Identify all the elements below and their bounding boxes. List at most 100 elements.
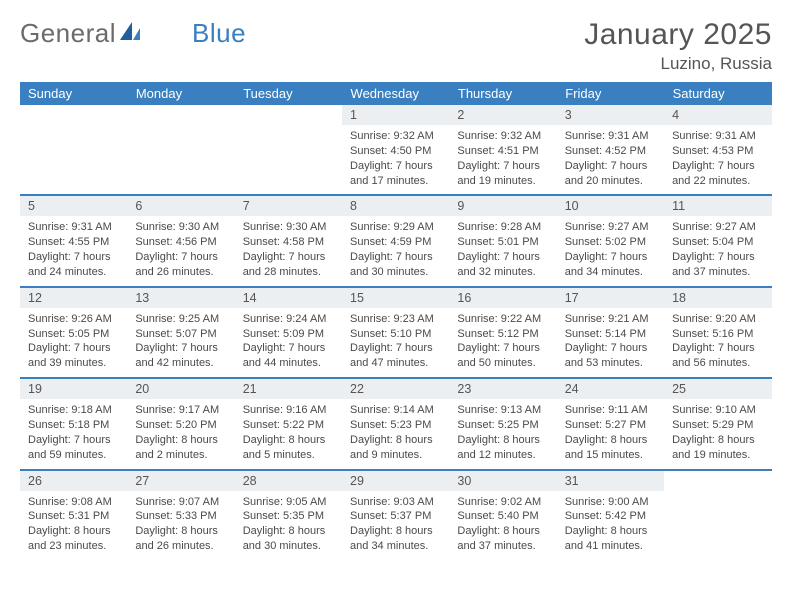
calendar-cell: 27Sunrise: 9:07 AMSunset: 5:33 PMDayligh… (127, 470, 234, 560)
header-row: General Blue January 2025 Luzino, Russia (20, 18, 772, 74)
brand-part1: General (20, 18, 116, 49)
calendar-cell (20, 105, 127, 195)
calendar-cell: 3Sunrise: 9:31 AMSunset: 4:52 PMDaylight… (557, 105, 664, 195)
calendar-cell: 20Sunrise: 9:17 AMSunset: 5:20 PMDayligh… (127, 378, 234, 469)
calendar-cell: 28Sunrise: 9:05 AMSunset: 5:35 PMDayligh… (235, 470, 342, 560)
day-details: Sunrise: 9:20 AMSunset: 5:16 PMDaylight:… (664, 308, 771, 377)
day-details: Sunrise: 9:11 AMSunset: 5:27 PMDaylight:… (557, 399, 664, 468)
calendar-cell: 16Sunrise: 9:22 AMSunset: 5:12 PMDayligh… (449, 287, 556, 378)
calendar-cell: 18Sunrise: 9:20 AMSunset: 5:16 PMDayligh… (664, 287, 771, 378)
day-number: 7 (235, 196, 342, 216)
calendar-cell: 19Sunrise: 9:18 AMSunset: 5:18 PMDayligh… (20, 378, 127, 469)
day-number: 19 (20, 379, 127, 399)
day-number: 20 (127, 379, 234, 399)
day-number: 22 (342, 379, 449, 399)
logo-sail-icon (118, 20, 144, 42)
day-number: 25 (664, 379, 771, 399)
calendar-body: 1Sunrise: 9:32 AMSunset: 4:50 PMDaylight… (20, 105, 772, 560)
day-number: 30 (449, 471, 556, 491)
day-details: Sunrise: 9:08 AMSunset: 5:31 PMDaylight:… (20, 491, 127, 560)
calendar-cell: 21Sunrise: 9:16 AMSunset: 5:22 PMDayligh… (235, 378, 342, 469)
day-details: Sunrise: 9:21 AMSunset: 5:14 PMDaylight:… (557, 308, 664, 377)
day-details: Sunrise: 9:02 AMSunset: 5:40 PMDaylight:… (449, 491, 556, 560)
calendar-cell: 31Sunrise: 9:00 AMSunset: 5:42 PMDayligh… (557, 470, 664, 560)
day-number: 14 (235, 288, 342, 308)
weekday-header: Sunday (20, 82, 127, 105)
day-number: 4 (664, 105, 771, 125)
day-number: 31 (557, 471, 664, 491)
day-details: Sunrise: 9:31 AMSunset: 4:53 PMDaylight:… (664, 125, 771, 194)
calendar-cell (127, 105, 234, 195)
calendar-cell: 6Sunrise: 9:30 AMSunset: 4:56 PMDaylight… (127, 195, 234, 286)
day-details: Sunrise: 9:00 AMSunset: 5:42 PMDaylight:… (557, 491, 664, 560)
calendar-cell: 24Sunrise: 9:11 AMSunset: 5:27 PMDayligh… (557, 378, 664, 469)
day-number: 24 (557, 379, 664, 399)
calendar-cell: 15Sunrise: 9:23 AMSunset: 5:10 PMDayligh… (342, 287, 449, 378)
day-details: Sunrise: 9:16 AMSunset: 5:22 PMDaylight:… (235, 399, 342, 468)
calendar-cell: 26Sunrise: 9:08 AMSunset: 5:31 PMDayligh… (20, 470, 127, 560)
day-details: Sunrise: 9:18 AMSunset: 5:18 PMDaylight:… (20, 399, 127, 468)
day-number: 26 (20, 471, 127, 491)
calendar-cell: 2Sunrise: 9:32 AMSunset: 4:51 PMDaylight… (449, 105, 556, 195)
day-number: 8 (342, 196, 449, 216)
day-details: Sunrise: 9:22 AMSunset: 5:12 PMDaylight:… (449, 308, 556, 377)
day-details: Sunrise: 9:30 AMSunset: 4:56 PMDaylight:… (127, 216, 234, 285)
day-details: Sunrise: 9:31 AMSunset: 4:55 PMDaylight:… (20, 216, 127, 285)
day-number: 15 (342, 288, 449, 308)
calendar-week-row: 1Sunrise: 9:32 AMSunset: 4:50 PMDaylight… (20, 105, 772, 195)
day-details: Sunrise: 9:31 AMSunset: 4:52 PMDaylight:… (557, 125, 664, 194)
day-details: Sunrise: 9:03 AMSunset: 5:37 PMDaylight:… (342, 491, 449, 560)
day-details: Sunrise: 9:17 AMSunset: 5:20 PMDaylight:… (127, 399, 234, 468)
calendar-week-row: 19Sunrise: 9:18 AMSunset: 5:18 PMDayligh… (20, 378, 772, 469)
day-details: Sunrise: 9:29 AMSunset: 4:59 PMDaylight:… (342, 216, 449, 285)
day-details: Sunrise: 9:24 AMSunset: 5:09 PMDaylight:… (235, 308, 342, 377)
weekday-header: Saturday (664, 82, 771, 105)
calendar-cell: 30Sunrise: 9:02 AMSunset: 5:40 PMDayligh… (449, 470, 556, 560)
day-number: 1 (342, 105, 449, 125)
day-number: 27 (127, 471, 234, 491)
calendar-cell: 8Sunrise: 9:29 AMSunset: 4:59 PMDaylight… (342, 195, 449, 286)
calendar-week-row: 26Sunrise: 9:08 AMSunset: 5:31 PMDayligh… (20, 470, 772, 560)
calendar-cell: 7Sunrise: 9:30 AMSunset: 4:58 PMDaylight… (235, 195, 342, 286)
calendar-cell: 22Sunrise: 9:14 AMSunset: 5:23 PMDayligh… (342, 378, 449, 469)
day-details: Sunrise: 9:13 AMSunset: 5:25 PMDaylight:… (449, 399, 556, 468)
day-number: 29 (342, 471, 449, 491)
weekday-header-row: SundayMondayTuesdayWednesdayThursdayFrid… (20, 82, 772, 105)
day-details: Sunrise: 9:28 AMSunset: 5:01 PMDaylight:… (449, 216, 556, 285)
day-details: Sunrise: 9:14 AMSunset: 5:23 PMDaylight:… (342, 399, 449, 468)
day-details: Sunrise: 9:30 AMSunset: 4:58 PMDaylight:… (235, 216, 342, 285)
day-details: Sunrise: 9:27 AMSunset: 5:02 PMDaylight:… (557, 216, 664, 285)
calendar-week-row: 12Sunrise: 9:26 AMSunset: 5:05 PMDayligh… (20, 287, 772, 378)
day-details: Sunrise: 9:26 AMSunset: 5:05 PMDaylight:… (20, 308, 127, 377)
day-number: 10 (557, 196, 664, 216)
calendar-table: SundayMondayTuesdayWednesdayThursdayFrid… (20, 82, 772, 560)
calendar-cell: 4Sunrise: 9:31 AMSunset: 4:53 PMDaylight… (664, 105, 771, 195)
day-number: 12 (20, 288, 127, 308)
calendar-cell (235, 105, 342, 195)
calendar-cell: 1Sunrise: 9:32 AMSunset: 4:50 PMDaylight… (342, 105, 449, 195)
day-details: Sunrise: 9:32 AMSunset: 4:50 PMDaylight:… (342, 125, 449, 194)
day-number: 23 (449, 379, 556, 399)
calendar-week-row: 5Sunrise: 9:31 AMSunset: 4:55 PMDaylight… (20, 195, 772, 286)
calendar-cell: 17Sunrise: 9:21 AMSunset: 5:14 PMDayligh… (557, 287, 664, 378)
day-number: 2 (449, 105, 556, 125)
calendar-cell (664, 470, 771, 560)
day-number: 3 (557, 105, 664, 125)
calendar-cell: 23Sunrise: 9:13 AMSunset: 5:25 PMDayligh… (449, 378, 556, 469)
brand-logo: General Blue (20, 18, 246, 49)
weekday-header: Tuesday (235, 82, 342, 105)
day-details: Sunrise: 9:23 AMSunset: 5:10 PMDaylight:… (342, 308, 449, 377)
day-number: 21 (235, 379, 342, 399)
day-details: Sunrise: 9:25 AMSunset: 5:07 PMDaylight:… (127, 308, 234, 377)
calendar-cell: 10Sunrise: 9:27 AMSunset: 5:02 PMDayligh… (557, 195, 664, 286)
day-number: 17 (557, 288, 664, 308)
calendar-cell: 14Sunrise: 9:24 AMSunset: 5:09 PMDayligh… (235, 287, 342, 378)
title-block: January 2025 Luzino, Russia (584, 18, 772, 74)
day-details: Sunrise: 9:05 AMSunset: 5:35 PMDaylight:… (235, 491, 342, 560)
calendar-cell: 29Sunrise: 9:03 AMSunset: 5:37 PMDayligh… (342, 470, 449, 560)
weekday-header: Monday (127, 82, 234, 105)
day-details: Sunrise: 9:10 AMSunset: 5:29 PMDaylight:… (664, 399, 771, 468)
calendar-cell: 9Sunrise: 9:28 AMSunset: 5:01 PMDaylight… (449, 195, 556, 286)
weekday-header: Wednesday (342, 82, 449, 105)
calendar-cell: 13Sunrise: 9:25 AMSunset: 5:07 PMDayligh… (127, 287, 234, 378)
